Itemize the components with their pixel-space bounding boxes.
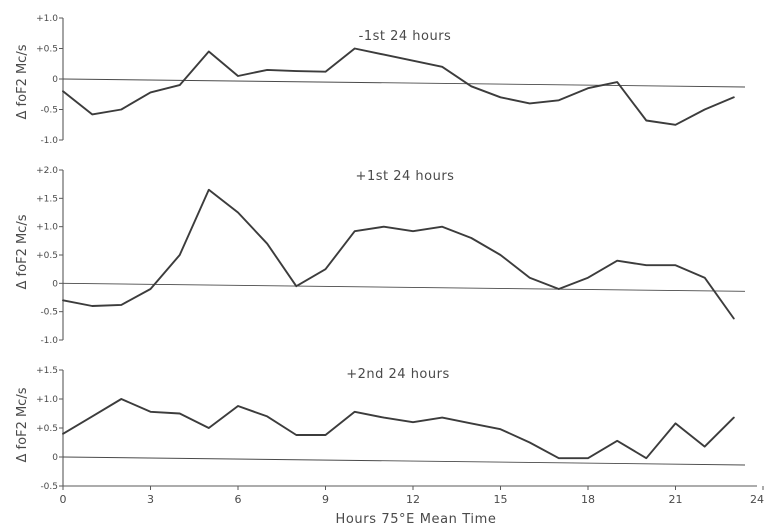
zero-baseline bbox=[62, 78, 746, 88]
x-tick-label: 9 bbox=[322, 493, 329, 506]
y-tick-label: +1.0 bbox=[36, 395, 58, 405]
y-tick-label: +1.5 bbox=[36, 366, 58, 376]
y-axis-label: Δ foF2 Mc/s bbox=[15, 214, 30, 289]
x-tick-label: 6 bbox=[235, 493, 242, 506]
panel-title: -1st 24 hours bbox=[359, 29, 452, 44]
y-tick-label: +0.5 bbox=[36, 45, 58, 55]
y-tick-label: 0 bbox=[52, 75, 58, 85]
y-tick-label: +0.5 bbox=[36, 251, 58, 261]
panel-title: +2nd 24 hours bbox=[346, 367, 450, 382]
x-tick-label: 3 bbox=[147, 493, 154, 506]
x-tick-label: 21 bbox=[669, 493, 683, 506]
x-tick-label: 15 bbox=[494, 493, 508, 506]
panel-1: +1.0 +0.5 0 -0.5 -1.0 -1st 24 hours Δ foF2 Mc/… bbox=[15, 14, 746, 146]
x-tick-label: 24 bbox=[750, 493, 764, 506]
x-tick-label: 12 bbox=[406, 493, 420, 506]
panel-2: +2.0 +1.5 +1.0 +0.5 0 -0.5 -1.0 +1st 24 hours Δ … bbox=[15, 166, 746, 346]
y-tick-label: 0 bbox=[52, 279, 58, 289]
x-tick-label: 18 bbox=[581, 493, 595, 506]
y-tick-label: -0.5 bbox=[40, 308, 58, 318]
y-tick-label: +1.0 bbox=[36, 223, 58, 233]
zero-baseline bbox=[62, 282, 746, 292]
zero-baseline bbox=[62, 456, 746, 466]
y-tick-label: +2.0 bbox=[36, 166, 58, 176]
y-axis-label: Δ foF2 Mc/s bbox=[15, 44, 30, 119]
panel-title: +1st 24 hours bbox=[356, 169, 455, 184]
y-tick-label: -0.5 bbox=[40, 106, 58, 116]
y-axis-label: Δ foF2 Mc/s bbox=[15, 387, 30, 462]
y-tick-label: 0 bbox=[52, 453, 58, 463]
y-tick-label: -1.0 bbox=[40, 336, 58, 346]
y-tick-label: +1.0 bbox=[36, 14, 58, 24]
series-line bbox=[62, 398, 735, 460]
y-tick-label: -0.5 bbox=[40, 482, 58, 492]
y-tick-label: +0.5 bbox=[36, 424, 58, 434]
x-tick-label: 0 bbox=[60, 493, 67, 506]
series-line bbox=[62, 47, 735, 126]
y-tick-label: -1.0 bbox=[40, 136, 58, 146]
x-axis-label: Hours 75°E Mean Time bbox=[336, 512, 497, 527]
y-tick-label: +1.5 bbox=[36, 194, 58, 204]
series-line bbox=[62, 188, 735, 320]
